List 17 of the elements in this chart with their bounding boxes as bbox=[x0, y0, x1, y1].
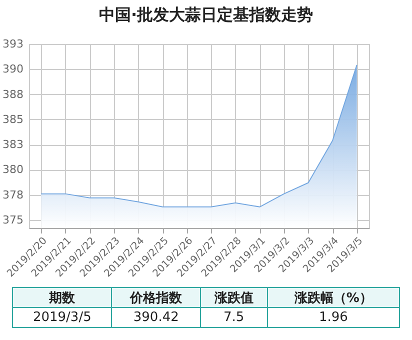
chart-title: 中国·批发大蒜日定基指数走势 bbox=[98, 4, 314, 26]
text: 涨跌值 bbox=[200, 288, 268, 308]
y-tick-label: 385 bbox=[2, 112, 24, 126]
y-tick-label: 380 bbox=[2, 163, 24, 176]
text: 涨跌幅（%） bbox=[267, 288, 400, 308]
y-tick-label: 390 bbox=[2, 62, 24, 76]
text: 期数 bbox=[12, 288, 112, 308]
text: 390.42 bbox=[112, 308, 200, 328]
y-tick-label: 383 bbox=[2, 138, 24, 152]
y-tick-label: 375 bbox=[2, 213, 24, 226]
y-tick-label: 393 bbox=[2, 38, 24, 50]
text: 1.96 bbox=[267, 308, 400, 328]
y-tick-label: 388 bbox=[2, 88, 24, 101]
text: 价格指数 bbox=[112, 288, 200, 308]
text: 2019/3/5 bbox=[12, 308, 112, 328]
text: 7.5 bbox=[200, 308, 268, 328]
y-tick-label: 378 bbox=[2, 188, 24, 202]
